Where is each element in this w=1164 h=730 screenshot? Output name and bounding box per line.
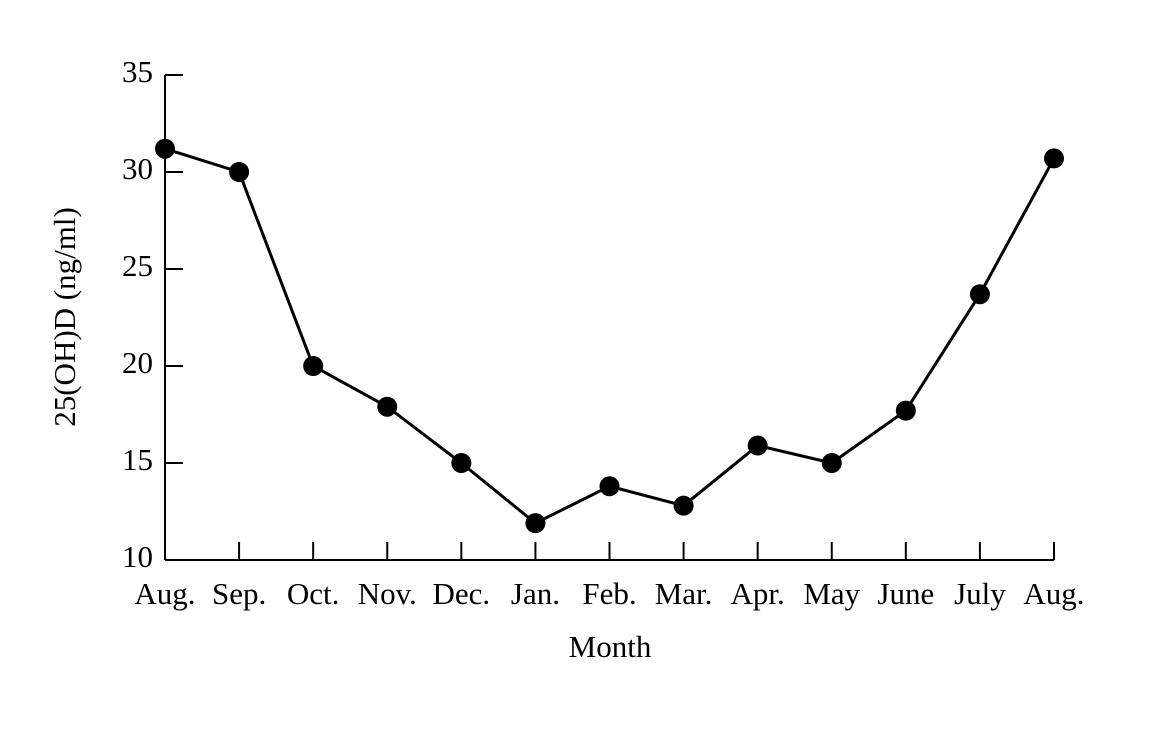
y-tick-label: 30 — [122, 151, 153, 186]
x-tick-label: Jan. — [511, 576, 560, 611]
marker — [525, 513, 546, 534]
marker — [673, 495, 694, 516]
y-tick-label: 25 — [122, 248, 153, 283]
x-tick-label: Oct. — [287, 576, 340, 611]
x-tick-label: June — [877, 576, 934, 611]
x-axis-label: Month — [569, 629, 652, 664]
y-axis-label: 25(OH)D (ng/ml) — [47, 207, 82, 427]
y-tick-label: 35 — [122, 54, 153, 89]
marker — [747, 435, 768, 456]
x-tick-label: May — [803, 576, 860, 611]
marker — [599, 476, 620, 497]
marker — [229, 162, 250, 182]
x-tick-label: Nov. — [358, 576, 417, 611]
marker — [969, 284, 990, 305]
y-tick-label: 20 — [122, 345, 153, 380]
x-tick-label: July — [954, 576, 1006, 611]
marker — [451, 453, 472, 473]
line — [164, 147, 1056, 525]
marker — [1044, 148, 1064, 169]
y-tick-label: 15 — [122, 442, 153, 477]
marker — [155, 138, 175, 159]
x-tick-label: Aug. — [134, 576, 195, 611]
x-tick-label: Dec. — [433, 576, 491, 611]
y-tick-label: 10 — [122, 539, 153, 574]
x-tick-label: Aug. — [1023, 576, 1084, 611]
x-tick-label: Feb. — [582, 576, 636, 611]
marker — [377, 396, 398, 417]
x-tick-label: Apr. — [731, 576, 785, 611]
marker — [303, 356, 324, 376]
x-tick-label: Mar. — [655, 576, 713, 611]
marker — [895, 400, 916, 421]
x-tick-label: Sep. — [212, 576, 266, 611]
marker — [821, 453, 842, 473]
